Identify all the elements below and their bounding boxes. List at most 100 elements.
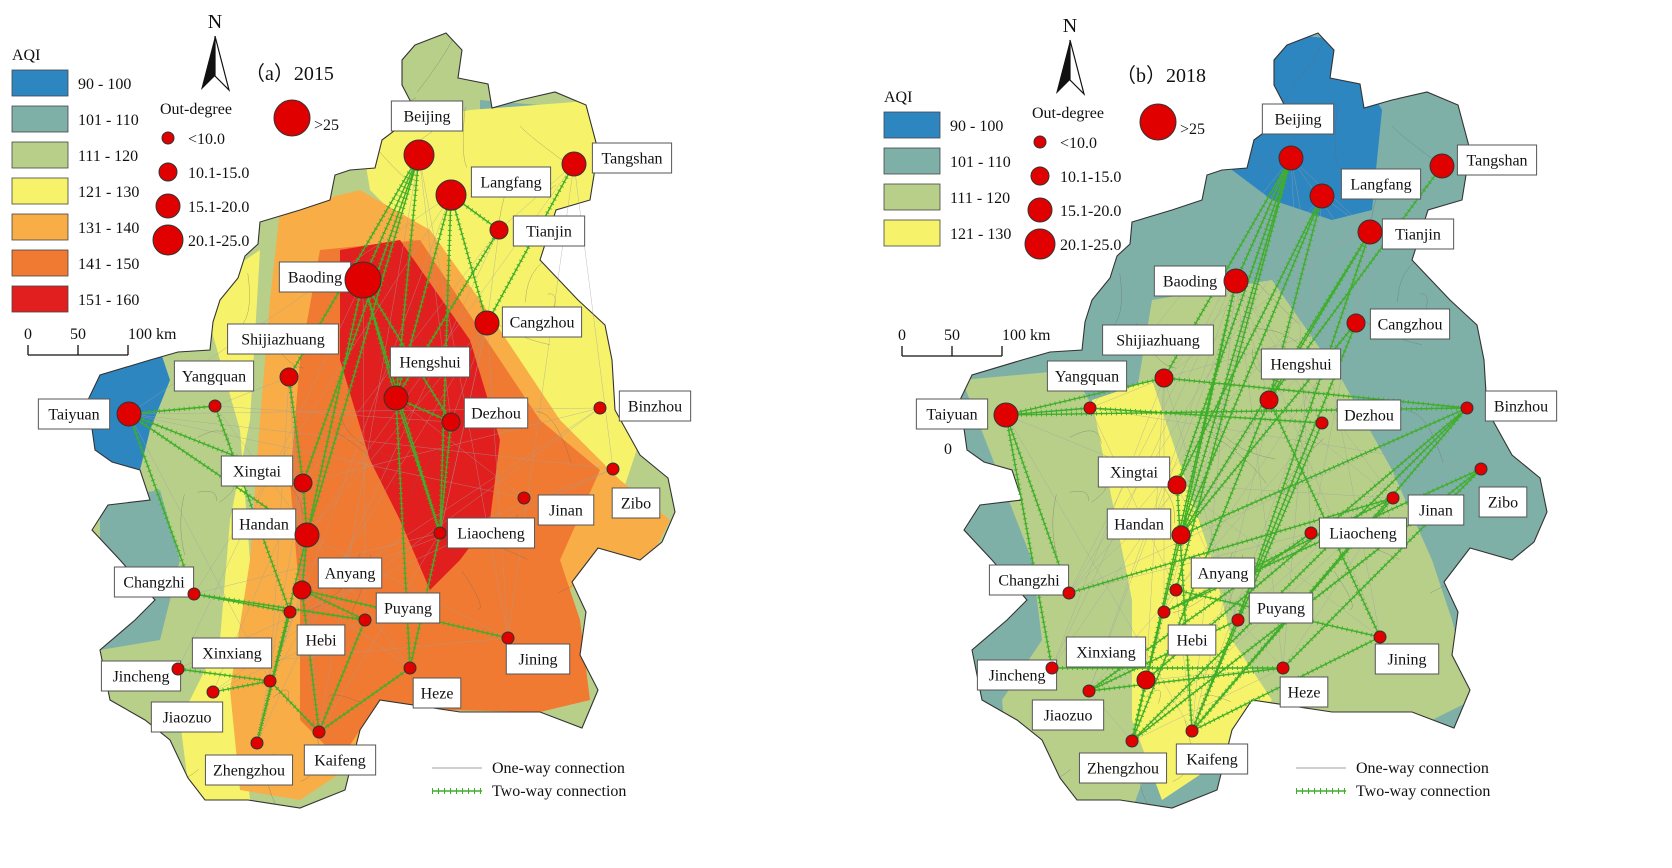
city-node-binzhou <box>1460 401 1474 415</box>
city-node-tianjin <box>1357 219 1383 245</box>
outdegree-symbol <box>1030 166 1050 186</box>
one-way-connection <box>486 229 500 324</box>
outdegree-class-label: <10.0 <box>188 131 225 148</box>
city-label-box <box>227 323 339 355</box>
city-label-zhengzhou: Zhengzhou <box>1087 761 1159 778</box>
one-way-connection <box>1131 667 1284 742</box>
city-label-box <box>1167 624 1217 656</box>
one-way-connection <box>1175 589 1193 732</box>
two-way-connection <box>1088 667 1284 692</box>
city-label-jiaozuo: Jiaozuo <box>1044 708 1093 725</box>
city-label-zibo: Zibo <box>1488 495 1518 512</box>
two-way-connection <box>1089 407 1323 424</box>
city-label-box <box>611 487 661 519</box>
two-way-connection <box>1005 414 1070 594</box>
city-label-box <box>1175 743 1249 775</box>
two-way-connection <box>1068 497 1394 594</box>
legend: AQI 90 - 100 101 - 110 111 - 120 121 - 130 Ou… <box>883 15 1490 800</box>
outdegree-class-label: 15.1-20.0 <box>188 199 249 216</box>
outdegree-symbol <box>1024 228 1056 260</box>
city-label-box <box>204 754 294 786</box>
one-way-connection <box>128 413 271 682</box>
aqi-swatch <box>11 249 69 277</box>
aqi-class-label: 111 - 120 <box>950 190 1010 207</box>
outdegree-legend-title: Out-degree <box>1032 105 1104 122</box>
aqi-swatch <box>11 285 69 313</box>
scale-bar <box>27 345 129 356</box>
study-region-outline <box>959 32 1548 809</box>
city-label-zibo: Zibo <box>621 496 651 513</box>
city-node-anyang <box>292 580 312 600</box>
city-label-changzhi: Changzhi <box>998 573 1060 590</box>
one-way-connection <box>1068 407 1468 594</box>
city-label-box <box>1340 168 1422 200</box>
outdegree-class-label: 15.1-20.0 <box>1060 203 1121 220</box>
city-label-box <box>317 557 383 589</box>
city-nodes <box>993 145 1488 748</box>
two-way-connection <box>193 593 366 621</box>
city-label-shijiazhuang: Shijiazhuang <box>241 332 325 349</box>
city-label-box <box>390 100 464 132</box>
city-node-jining <box>501 631 515 645</box>
city-label-liaocheng: Liaocheng <box>457 526 525 543</box>
city-node-binzhou <box>593 401 607 415</box>
scale-tick-100: 100 km <box>128 326 177 343</box>
two-way-connection <box>1237 231 1371 621</box>
city-label-box <box>1190 557 1256 589</box>
city-node-kaifeng <box>1185 724 1199 738</box>
aqi-swatch <box>883 183 941 211</box>
city-label-jincheng: Jincheng <box>989 668 1046 685</box>
outdegree-class-label: >25 <box>1180 121 1205 138</box>
city-node-xingtai <box>293 473 313 493</box>
city-label-box <box>618 390 692 422</box>
city-node-jiaozuo <box>206 685 220 699</box>
aqi-zone-151-160 <box>340 240 500 590</box>
city-label-box <box>150 701 224 733</box>
one-way-connection <box>1191 280 1237 732</box>
city-node-liaocheng <box>1304 526 1318 540</box>
city-label-hebi: Hebi <box>305 633 337 650</box>
city-label-kaifeng: Kaifeng <box>1186 752 1238 769</box>
two-way-connection <box>288 376 304 484</box>
aqi-swatch <box>11 69 69 97</box>
one-way-connection <box>302 407 601 484</box>
city-node-dezhou <box>441 412 461 432</box>
city-node-baoding <box>344 261 382 299</box>
city-label-langfang: Langfang <box>480 175 541 192</box>
scale-tick-50: 50 <box>944 327 960 344</box>
city-label-baoding: Baoding <box>288 270 342 287</box>
two-way-connection <box>212 680 271 693</box>
city-label-zhengzhou: Zhengzhou <box>213 763 285 780</box>
city-label-box <box>1097 456 1171 488</box>
city-node-zhengzhou <box>1125 734 1139 748</box>
city-label-box <box>1369 308 1451 340</box>
panel-title: （b）2018 <box>1116 64 1206 87</box>
city-label-box <box>1248 592 1314 624</box>
city-node-hebi <box>1157 605 1171 619</box>
city-labels: Beijing Langfang Tangshan Tianjin Baoding Can… <box>915 103 1558 784</box>
city-node-jinan <box>517 491 531 505</box>
city-label-box <box>501 306 583 338</box>
city-label-changzhi: Changzhi <box>123 575 185 592</box>
city-label-baoding: Baoding <box>1163 274 1217 291</box>
two-way-connection <box>193 593 291 613</box>
city-node-jining <box>1373 630 1387 644</box>
one-way-connection <box>1235 231 1371 282</box>
city-label-box <box>389 346 471 378</box>
city-node-tianjin <box>489 220 509 240</box>
north-arrow-icon: N <box>1056 15 1086 96</box>
city-label-anyang: Anyang <box>325 566 376 583</box>
city-label-taiyuan: Taiyuan <box>926 407 977 424</box>
city-label-beijing: Beijing <box>1274 112 1321 129</box>
aqi-legend-title: AQI <box>884 89 912 106</box>
legend: AQI 90 - 100 101 - 110 111 - 120 121 - 130 13… <box>11 11 626 800</box>
one-way-connection <box>573 163 614 470</box>
city-label-heze: Heze <box>421 686 454 703</box>
city-label-tangshan: Tangshan <box>601 151 662 168</box>
two-way-connection <box>302 154 420 484</box>
city-label-box <box>470 166 552 198</box>
city-label-box <box>1279 676 1329 708</box>
outdegree-class-label: <10.0 <box>1060 135 1097 152</box>
outdegree-class-label: 10.1-15.0 <box>188 165 249 182</box>
outdegree-class-label: >25 <box>314 117 339 134</box>
